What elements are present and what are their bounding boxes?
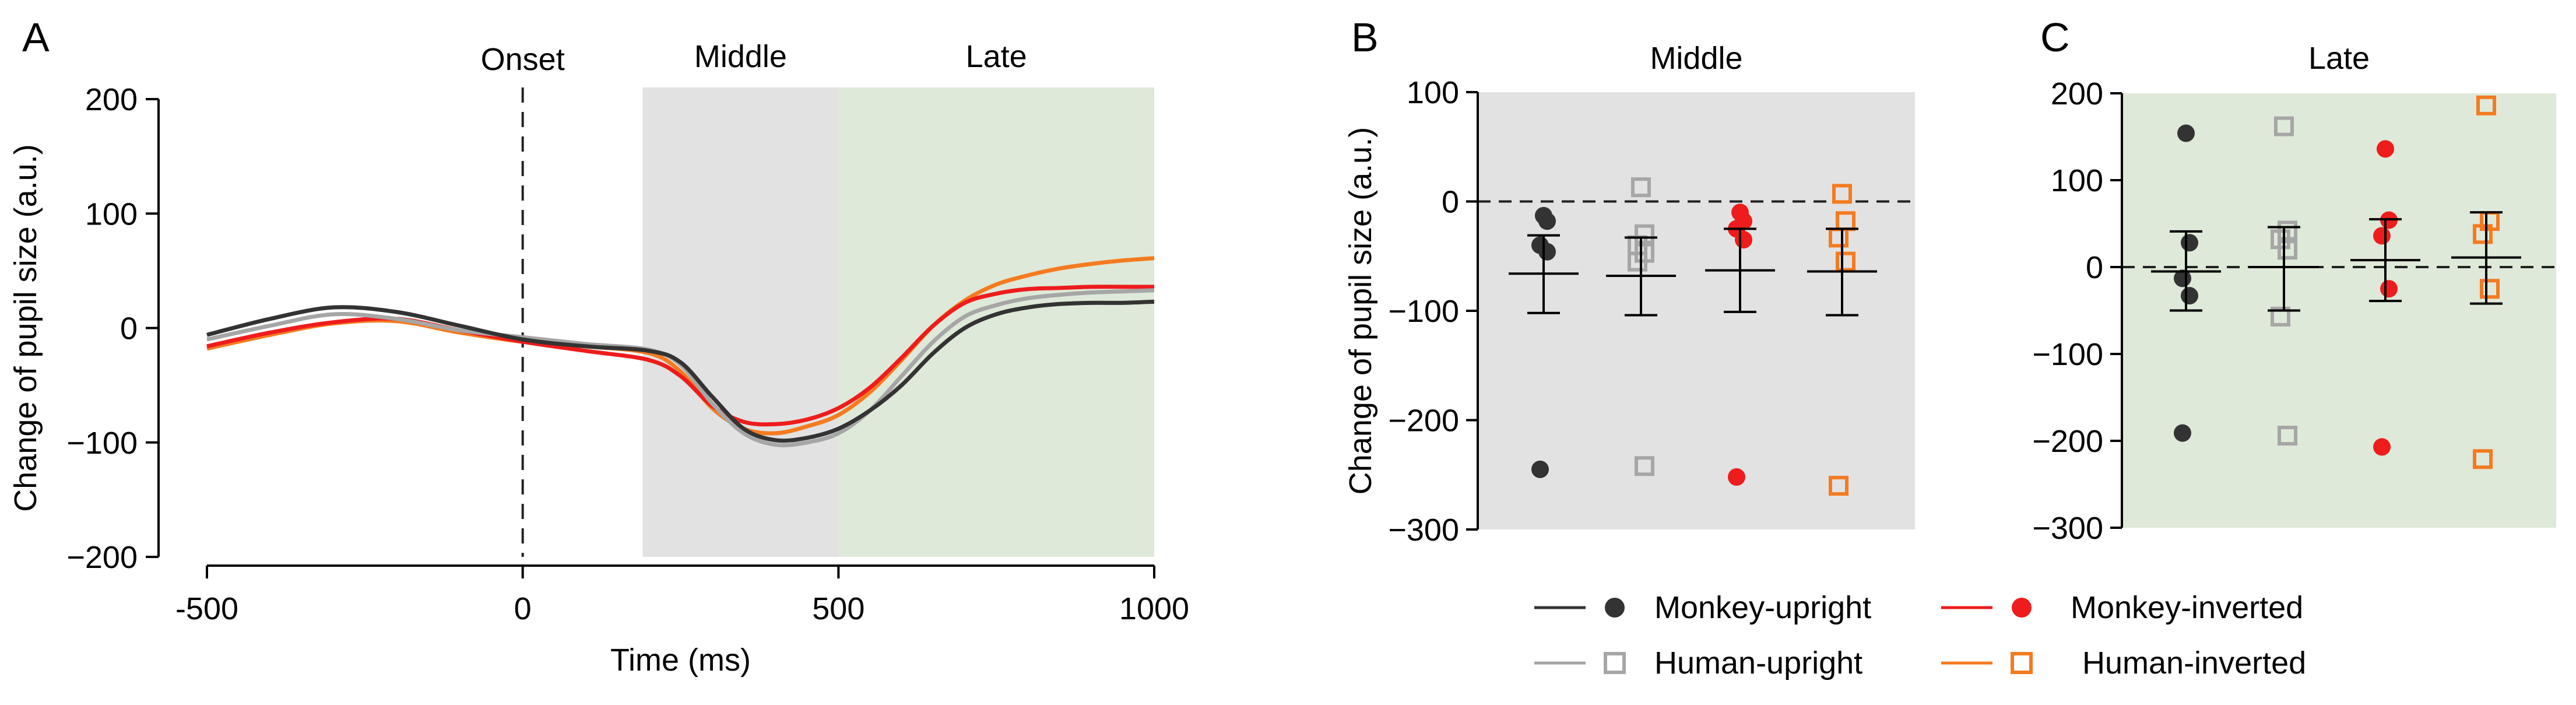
middle-window-label: Middle — [694, 39, 787, 74]
legend-item-human-upright: Human-upright — [1534, 646, 1862, 681]
group-monkey-upright — [2151, 124, 2221, 442]
data-point-monkey-upright — [1538, 243, 1556, 261]
legend-item-monkey-inverted: Monkey-inverted — [1941, 590, 2303, 625]
panel-a-x-axis-label: Time (ms) — [610, 643, 751, 678]
group-human-upright — [1606, 177, 1676, 476]
data-point-human-upright — [2271, 306, 2290, 327]
panel-a-x-tick-label: 1000 — [1119, 591, 1189, 626]
legend-label: Human-inverted — [2082, 646, 2306, 681]
data-point-human-upright — [2278, 426, 2297, 446]
panel-b-scatter-chart: −300 −200 −100 0 100 Middle Change of pupil … — [1343, 41, 1915, 548]
legend-label: Monkey-inverted — [2071, 590, 2303, 625]
group-monkey-inverted — [1705, 204, 1775, 486]
data-point-monkey-inverted — [2377, 140, 2394, 158]
panel-b-y-tick-label: −200 — [1388, 404, 1459, 439]
data-point-monkey-inverted — [2373, 227, 2391, 245]
legend-label: Monkey-upright — [1654, 590, 1871, 625]
panel-a-x-tick-label: -500 — [175, 591, 238, 626]
group-monkey-inverted — [2350, 140, 2420, 456]
onset-label: Onset — [481, 42, 565, 77]
open-square-icon — [1604, 652, 1626, 674]
data-point-monkey-upright — [2181, 287, 2198, 305]
data-point-human-inverted — [1829, 476, 1848, 496]
series-line-human-upright — [206, 288, 1155, 448]
late-window-shade — [838, 87, 1154, 557]
data-point-monkey-upright — [1538, 212, 1556, 230]
data-point-human-upright — [1635, 456, 1654, 476]
legend-item-monkey-upright: Monkey-upright — [1534, 590, 1871, 625]
data-point-monkey-upright — [2181, 234, 2198, 252]
panel-b-y-tick-label: −100 — [1388, 294, 1459, 329]
data-point-human-inverted — [1836, 251, 1855, 272]
legend: Monkey-upright Human-upright Monkey-invert… — [1534, 590, 2306, 681]
group-human-inverted — [2451, 95, 2521, 469]
legend-item-human-inverted: Human-inverted — [1941, 646, 2306, 681]
data-point-monkey-upright — [1531, 460, 1549, 478]
legend-label: Human-upright — [1654, 646, 1862, 681]
panel-a-y-tick-label: 100 — [85, 197, 138, 232]
filled-circle-icon — [1605, 598, 1625, 618]
panel-a-y-tick-label: 0 — [120, 311, 138, 346]
panel-label-b: B — [1351, 15, 1379, 60]
data-point-monkey-inverted — [1735, 231, 1752, 249]
panel-a-x-tick-label: 0 — [514, 591, 532, 626]
data-point-monkey-upright — [2177, 124, 2195, 142]
panel-c-y-tick-label: 100 — [2051, 163, 2103, 198]
data-point-human-inverted — [2480, 279, 2500, 299]
open-square-icon — [2011, 652, 2033, 674]
panel-a-y-axis-label: Change of pupil size (a.u.) — [8, 144, 43, 511]
data-point-human-inverted — [2476, 95, 2496, 115]
data-point-human-upright — [1628, 251, 1647, 272]
data-point-human-inverted — [2473, 449, 2493, 469]
series-line-monkey-upright — [206, 299, 1155, 443]
panel-b-title: Middle — [1650, 41, 1742, 76]
late-window-label: Late — [966, 39, 1027, 74]
panel-label-a: A — [22, 15, 50, 60]
data-point-human-inverted — [2473, 224, 2493, 244]
data-point-human-upright — [2278, 240, 2297, 260]
data-point-human-inverted — [1832, 184, 1852, 204]
filled-circle-icon — [2012, 598, 2032, 618]
group-human-inverted — [1807, 184, 1877, 496]
data-point-human-upright — [2274, 116, 2294, 136]
panel-b-y-tick-label: 100 — [1407, 75, 1459, 110]
data-point-monkey-upright — [2174, 424, 2191, 442]
data-point-monkey-inverted — [1728, 468, 1745, 486]
data-point-monkey-inverted — [2380, 280, 2398, 298]
panel-label-c: C — [2040, 15, 2070, 60]
panel-b-y-tick-label: 0 — [1442, 185, 1459, 220]
group-human-upright — [2249, 116, 2319, 446]
panel-c-y-tick-label: −200 — [2032, 424, 2103, 459]
panel-c-y-tick-label: 200 — [2051, 76, 2103, 111]
panel-c-scatter-chart: −300 −200 −100 0 100 200 Late — [2032, 41, 2556, 546]
panel-a-y-tick-label: −100 — [66, 426, 138, 461]
group-monkey-upright — [1509, 206, 1579, 478]
panel-a-x-tick-label: 500 — [812, 591, 864, 626]
panel-b-y-axis-label: Change of pupil size (a.u.) — [1343, 127, 1378, 494]
panel-c-y-tick-label: −300 — [2032, 511, 2103, 546]
panel-a-y-tick-label: 200 — [85, 82, 138, 117]
data-point-human-upright — [1631, 177, 1651, 198]
panel-a-y-tick-label: −200 — [66, 540, 138, 575]
panel-a-line-chart: Middle Late Onset −200 −100 0 100 200 -500 0 50… — [8, 39, 1189, 678]
panel-b-y-tick-label: −300 — [1388, 513, 1459, 548]
panel-c-y-tick-label: 0 — [2086, 250, 2103, 285]
panel-c-title: Late — [2308, 41, 2370, 76]
data-point-monkey-inverted — [2373, 438, 2391, 456]
middle-window-shade — [642, 87, 839, 557]
panel-c-y-tick-label: −100 — [2032, 337, 2103, 372]
